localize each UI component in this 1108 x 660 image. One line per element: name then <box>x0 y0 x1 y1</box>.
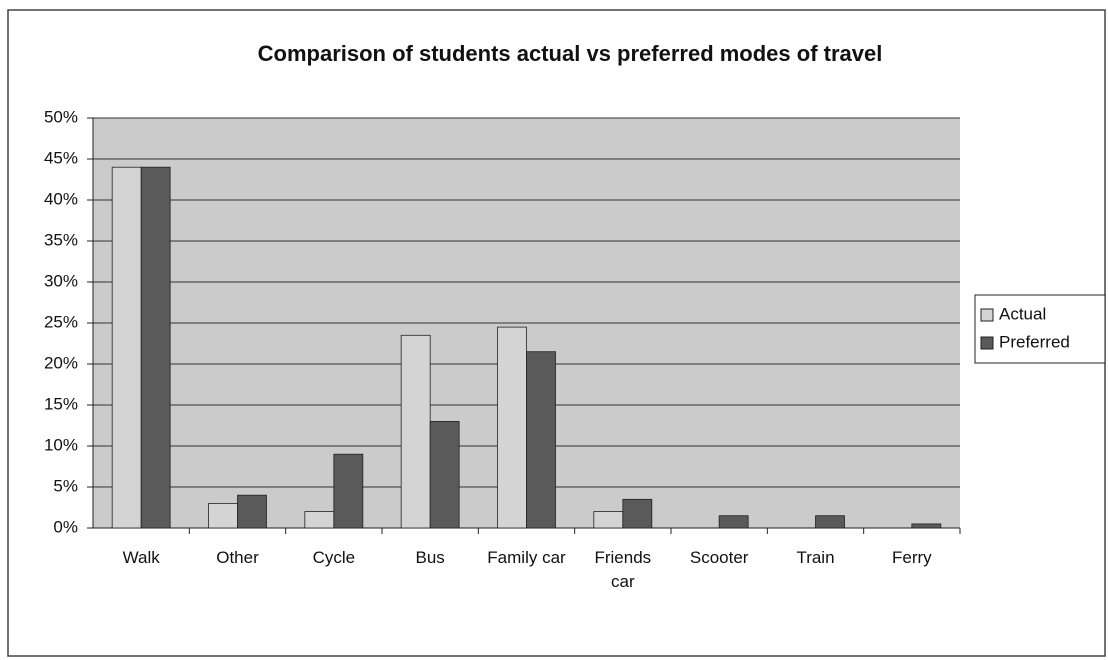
bar <box>911 523 942 529</box>
y-tick-label: 0% <box>53 517 78 536</box>
y-tick-label: 35% <box>44 230 78 249</box>
x-tick-label: Family car <box>487 548 566 567</box>
x-tick-label: Other <box>216 548 259 567</box>
bar <box>526 351 556 529</box>
bar <box>622 498 653 529</box>
bar <box>429 420 460 529</box>
bar <box>400 334 431 529</box>
y-tick-label: 25% <box>44 312 78 331</box>
chart-title: Comparison of students actual vs preferr… <box>258 41 883 66</box>
bar <box>815 515 845 529</box>
legend-swatch <box>980 336 994 350</box>
x-tick-label: Scooter <box>689 548 749 567</box>
x-tick-label: Train <box>796 548 835 567</box>
bar <box>304 511 335 529</box>
y-tick-label: 20% <box>44 353 78 372</box>
y-tick-label: 10% <box>44 435 78 454</box>
x-tick-label: Ferry <box>891 548 932 567</box>
bar <box>718 515 749 529</box>
bar <box>237 494 267 529</box>
y-tick-label: 5% <box>53 476 78 495</box>
y-tick-label: 15% <box>44 394 78 413</box>
bar <box>140 166 171 529</box>
bar <box>593 511 624 529</box>
y-tick-label: 50% <box>44 107 78 126</box>
legend-swatch <box>980 308 994 322</box>
y-tick-label: 30% <box>44 271 78 290</box>
legend-label: Actual <box>999 304 1046 323</box>
x-tick-label: Bus <box>415 548 445 567</box>
bar <box>208 502 238 529</box>
y-tick-label: 45% <box>44 148 78 167</box>
legend-box <box>974 294 1106 364</box>
y-tick-label: 40% <box>44 189 78 208</box>
x-tick-label: Cycle <box>312 548 356 567</box>
bar <box>333 453 364 529</box>
bar <box>497 326 527 529</box>
bar <box>111 166 142 529</box>
x-tick-label: Walk <box>122 548 160 567</box>
x-tick-label: Friends car <box>594 548 652 591</box>
legend-label: Preferred <box>999 332 1070 351</box>
